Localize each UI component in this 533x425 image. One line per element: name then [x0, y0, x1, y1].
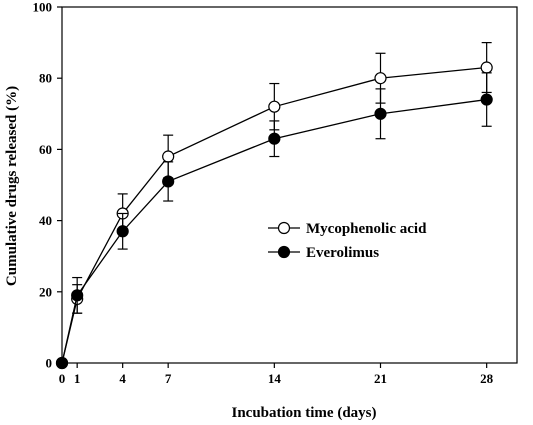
data-point — [374, 72, 387, 85]
plot-frame — [61, 6, 518, 364]
legend-item-1: Mycophenolic acid — [268, 221, 427, 237]
legend: Mycophenolic acid Everolimus — [268, 221, 427, 261]
data-point — [480, 61, 493, 74]
data-point — [116, 225, 129, 238]
y-tick-label: 40 — [39, 213, 52, 228]
x-tick-label: 7 — [165, 371, 172, 386]
x-axis-title: Incubation time (days) — [231, 405, 376, 421]
y-tick-label: 80 — [39, 71, 52, 86]
data-point — [162, 150, 175, 163]
data-point — [71, 289, 84, 302]
y-tick-label: 20 — [39, 284, 52, 299]
y-tick-label: 60 — [39, 142, 52, 157]
x-tick-label: 28 — [480, 371, 494, 386]
legend-marker — [277, 245, 291, 259]
data-point — [268, 132, 281, 145]
x-tick-label: 14 — [268, 371, 282, 386]
x-tick-label: 21 — [374, 371, 387, 386]
legend-label: Mycophenolic acid — [306, 221, 427, 237]
series-layer — [55, 41, 493, 370]
data-point — [374, 107, 387, 120]
data-point — [480, 93, 493, 106]
x-tick-label: 0 — [59, 371, 66, 386]
series-1 — [55, 41, 493, 370]
data-point — [268, 100, 281, 113]
y-axis-title: Cumulative drugs released (%) — [4, 86, 20, 286]
series-2 — [55, 72, 493, 370]
y-tick-label: 0 — [46, 356, 53, 371]
data-point — [162, 175, 175, 188]
x-tick-label: 1 — [74, 371, 81, 386]
legend-label: Everolimus — [306, 245, 379, 261]
legend-marker — [277, 221, 291, 235]
data-point — [55, 356, 69, 370]
x-tick-label: 4 — [119, 371, 126, 386]
y-tick-label: 100 — [33, 0, 53, 15]
legend-item-2: Everolimus — [268, 245, 379, 261]
